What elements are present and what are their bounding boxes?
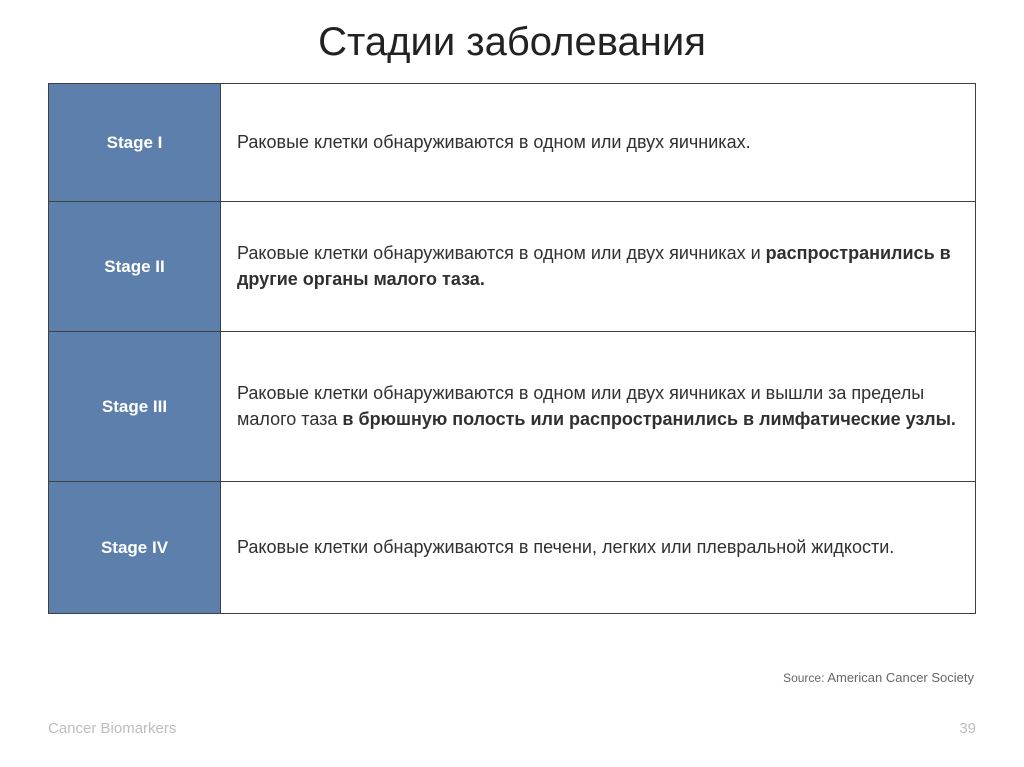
stage-label: Stage III: [49, 332, 221, 482]
stage-label: Stage IV: [49, 482, 221, 614]
desc-text: Раковые клетки обнаруживаются в одном ил…: [237, 132, 751, 152]
source-name: American Cancer Society: [827, 670, 974, 685]
stages-table: Stage I Раковые клетки обнаруживаются в …: [48, 83, 976, 614]
desc-text: Раковые клетки обнаруживаются в печени, …: [237, 537, 894, 557]
stage-description: Раковые клетки обнаруживаются в одном ил…: [221, 332, 976, 482]
source-label: Source:: [783, 671, 824, 685]
table-row: Stage IV Раковые клетки обнаруживаются в…: [49, 482, 976, 614]
desc-text: Раковые клетки обнаруживаются в одном ил…: [237, 243, 766, 263]
stage-description: Раковые клетки обнаруживаются в одном ил…: [221, 202, 976, 332]
source-citation: Source: American Cancer Society: [783, 670, 974, 685]
page-number: 39: [959, 720, 976, 737]
slide-title: Стадии заболевания: [0, 20, 1024, 65]
table-row: Stage III Раковые клетки обнаруживаются …: [49, 332, 976, 482]
footer-title: Cancer Biomarkers: [48, 720, 176, 737]
table-row: Stage I Раковые клетки обнаруживаются в …: [49, 84, 976, 202]
stage-label: Stage II: [49, 202, 221, 332]
table-row: Stage II Раковые клетки обнаруживаются в…: [49, 202, 976, 332]
stage-label: Stage I: [49, 84, 221, 202]
stage-description: Раковые клетки обнаруживаются в одном ил…: [221, 84, 976, 202]
stage-description: Раковые клетки обнаруживаются в печени, …: [221, 482, 976, 614]
desc-bold: в брюшную полость или распространились в…: [342, 409, 956, 429]
